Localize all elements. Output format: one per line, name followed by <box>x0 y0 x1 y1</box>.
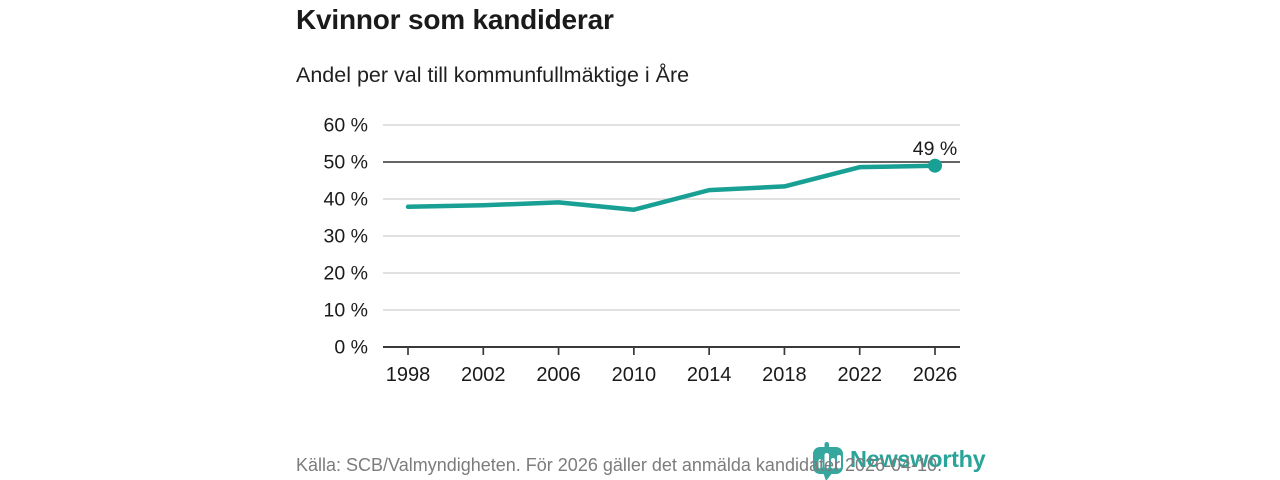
x-axis-tick-label: 2026 <box>913 364 958 386</box>
x-axis-tick-label: 2014 <box>687 364 732 386</box>
newsworthy-wordmark: Newsworthy <box>850 446 986 472</box>
chart-area: 0 % 10 % 20 % 30 % 40 % 50 % 60 % 1998 2002 2006 2… <box>280 106 980 396</box>
x-axis-tick-label: 2018 <box>762 364 807 386</box>
y-axis-tick-label: 10 % <box>324 300 368 322</box>
x-axis-tick-label: 2006 <box>536 364 581 386</box>
data-line <box>405 163 938 212</box>
y-axis-tick-label: 40 % <box>324 189 368 211</box>
end-point-marker <box>928 158 942 173</box>
chart-title: Kvinnor som kandiderar <box>296 4 614 35</box>
x-axis-tick-label: 1998 <box>386 364 431 386</box>
line-chart: 0 % 10 % 20 % 30 % 40 % 50 % 60 % 1998 2002 2006 2… <box>324 115 960 386</box>
y-axis-tick-label: 60 % <box>324 115 368 137</box>
y-axis-tick-label: 50 % <box>324 152 368 174</box>
y-axis-tick-label: 30 % <box>324 226 368 248</box>
x-axis-tick-label: 2022 <box>837 364 882 386</box>
source-text: Källa: SCB/Valmyndigheten. För 2026 gäll… <box>296 455 943 475</box>
newsworthy-logo[interactable]: Newsworthy <box>812 441 986 480</box>
y-axis-tick-label: 20 % <box>324 263 368 285</box>
end-point-label: 49 % <box>913 138 957 160</box>
x-axis-tick-label: 2002 <box>461 364 506 386</box>
chart-subtitle: Andel per val till kommunfullmäktige i Å… <box>296 63 690 87</box>
newsworthy-bar-chart-bubble-icon <box>813 442 843 480</box>
y-axis-tick-label: 0 % <box>334 337 368 359</box>
x-axis-tick-label: 2010 <box>612 364 657 386</box>
